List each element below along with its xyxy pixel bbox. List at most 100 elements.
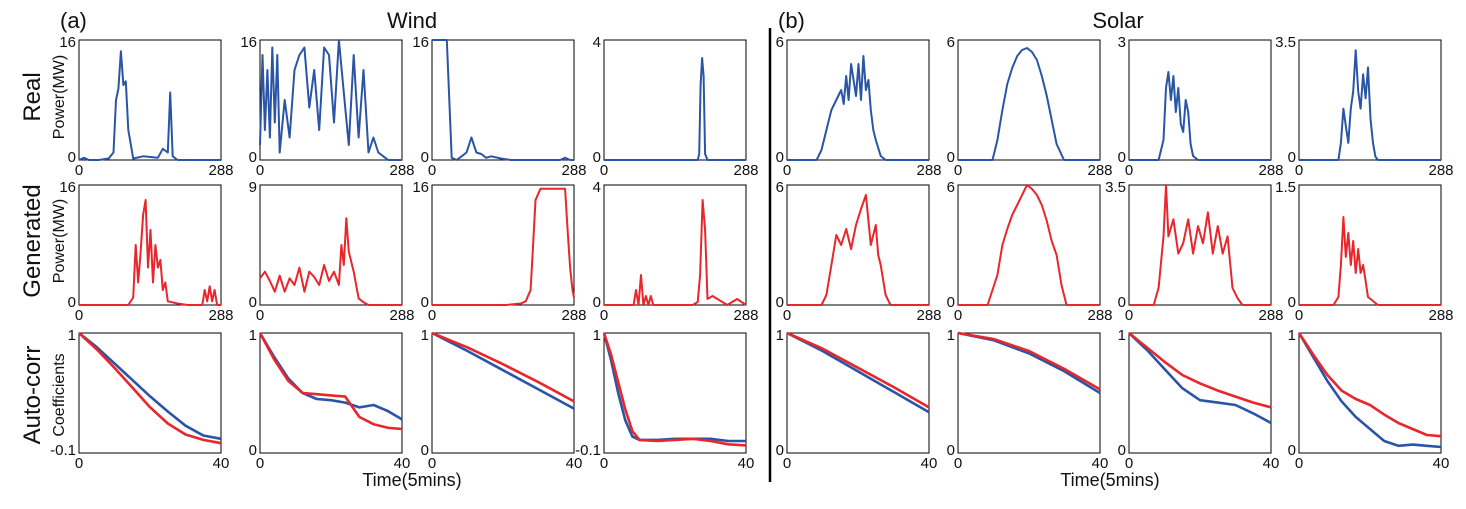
xlabel-solar: Time(5mins) — [1060, 470, 1159, 490]
subplot-wind-generated-2: 0 16 0 288 — [412, 179, 586, 324]
row-label-real: Real — [19, 72, 46, 121]
subplot-frame — [431, 39, 575, 161]
ytick-label-max: 6 — [776, 34, 784, 51]
solar-title: Solar — [1092, 8, 1143, 33]
series-line-red — [79, 199, 221, 306]
series-line-red — [78, 332, 222, 445]
series-line-blue — [1129, 71, 1271, 161]
subplot-frame — [259, 39, 403, 161]
subplot-wind-auto-corr-0: -0.1 1 0 40 — [50, 327, 229, 472]
ytick-label-max: 9 — [249, 179, 257, 196]
subplot-frame — [786, 184, 930, 306]
ytick-label-min: 0 — [947, 294, 955, 311]
subplot-solar-real-3: 0 3.5 0 288 — [1275, 34, 1453, 179]
xtick-label-min: 0 — [954, 307, 962, 324]
xtick-label-min: 0 — [783, 307, 791, 324]
series-line-red — [787, 194, 929, 306]
subplot-wind-generated-3: 0 4 0 288 — [593, 179, 759, 324]
series-line-blue — [78, 50, 221, 161]
ytick-label-max: 6 — [947, 179, 955, 196]
ytick-label-min: 0 — [421, 149, 429, 166]
series-line-blue — [1299, 49, 1441, 161]
ytick-label-max: 16 — [412, 179, 429, 196]
ytick-label-min: 0 — [1118, 442, 1126, 459]
subplot-frame — [603, 39, 747, 161]
subplot-solar-auto-corr-2: 0 1 0 40 — [1118, 327, 1280, 472]
xtick-label-max: 288 — [916, 162, 941, 179]
series-line-blue — [602, 332, 746, 443]
xtick-label-min: 0 — [783, 162, 791, 179]
xtick-label-max: 40 — [566, 455, 583, 472]
subplot-wind-auto-corr-3: -0.1 1 0 40 — [575, 327, 754, 472]
ytick-label-max: 16 — [412, 34, 429, 51]
ytick-label-min: 0 — [249, 149, 257, 166]
ytick-label-min: 0 — [776, 442, 784, 459]
series-line-red — [1297, 332, 1442, 438]
xtick-label-min: 0 — [954, 162, 962, 179]
ytick-label-max: 1 — [249, 327, 257, 344]
xtick-label-max: 288 — [208, 307, 233, 324]
subplot-solar-real-2: 0 3 0 288 — [1118, 34, 1284, 179]
subplot-solar-generated-1: 0 6 0 288 — [947, 179, 1113, 324]
xtick-label-max: 40 — [1263, 455, 1280, 472]
series-line-blue — [787, 55, 929, 161]
subplot-wind-generated-0: 0 16 0 288 — [59, 179, 233, 324]
subplot-frame — [603, 184, 747, 306]
ytick-label-max: 4 — [593, 34, 601, 51]
subplot-wind-real-1: 0 16 0 288 — [240, 34, 414, 179]
ytick-label-min: 0 — [776, 294, 784, 311]
xtick-label-max: 40 — [738, 455, 755, 472]
xtick-label-min: 0 — [256, 307, 264, 324]
xtick-label-min: 0 — [600, 455, 608, 472]
xtick-label-min: 0 — [256, 162, 264, 179]
series-line-blue — [604, 57, 746, 161]
subplot-solar-auto-corr-0: 0 1 0 40 — [776, 327, 938, 472]
ytick-label-max: 1 — [1288, 327, 1296, 344]
ytick-label-min: 0 — [947, 442, 955, 459]
series-line-blue — [958, 47, 1100, 161]
ytick-label-max: 6 — [776, 179, 784, 196]
xtick-label-min: 0 — [256, 455, 264, 472]
xtick-label-max: 288 — [1428, 162, 1453, 179]
subplot-frame — [957, 184, 1101, 306]
subplot-solar-auto-corr-1: 0 1 0 40 — [947, 327, 1109, 472]
ytick-label-min: 0 — [1118, 149, 1126, 166]
row-label-autocorr: Auto-corr — [19, 346, 46, 445]
series-line-red — [958, 184, 1100, 306]
xtick-label-max: 40 — [213, 455, 230, 472]
subplot-frame — [957, 39, 1101, 161]
subplot-frame — [1128, 332, 1272, 454]
ytick-label-min: 0 — [1288, 294, 1296, 311]
xtick-label-max: 288 — [1258, 162, 1283, 179]
xlabel-wind: Time(5mins) — [362, 470, 461, 490]
series-line-red — [957, 331, 1101, 391]
ytick-label-max: 16 — [59, 34, 76, 51]
wind-title: Wind — [387, 8, 437, 33]
ytick-label-max: 6 — [947, 34, 955, 51]
xtick-label-max: 288 — [1258, 307, 1283, 324]
series-line-red — [1128, 331, 1272, 409]
subplot-solar-real-0: 0 6 0 288 — [776, 34, 942, 179]
subplot-frame — [78, 184, 222, 306]
xtick-label-min: 0 — [428, 455, 436, 472]
xtick-label-min: 0 — [954, 455, 962, 472]
ytick-label-min: 0 — [593, 294, 601, 311]
ytick-label-max: 1 — [421, 327, 429, 344]
subplot-wind-generated-1: 0 9 0 288 — [249, 179, 415, 324]
ytick-label-max: 4 — [593, 179, 601, 196]
subplot-frame — [786, 332, 930, 454]
xtick-label-min: 0 — [600, 162, 608, 179]
series-line-red — [258, 332, 403, 431]
subplot-frame — [603, 332, 747, 454]
xtick-label-max: 288 — [733, 307, 758, 324]
row-ylabel-real: Power(MW) — [51, 55, 68, 139]
series-line-red — [1299, 216, 1441, 306]
ytick-label-max: 1 — [593, 327, 601, 344]
xtick-label-min: 0 — [428, 162, 436, 179]
xtick-label-min: 0 — [1125, 307, 1133, 324]
subplot-frame — [786, 39, 930, 161]
ytick-label-min: 0 — [68, 149, 76, 166]
xtick-label-min: 0 — [1295, 162, 1303, 179]
ytick-label-max: 1.5 — [1275, 179, 1296, 196]
